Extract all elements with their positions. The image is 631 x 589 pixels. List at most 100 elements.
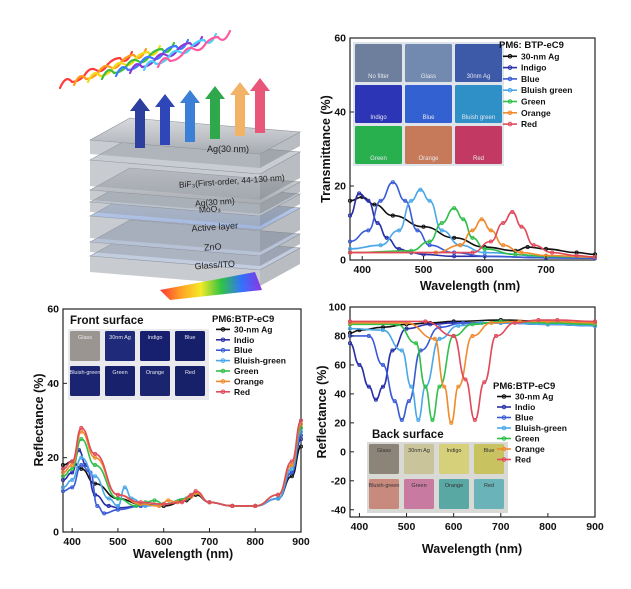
transmittance-ticks: 400 500 600 700 0 20 40 60 xyxy=(334,33,555,277)
series-line-30-nm-ag xyxy=(349,196,596,256)
back-x-label: Wavelength (nm) xyxy=(422,542,522,556)
series-point-30-nm-ag xyxy=(298,444,304,449)
series-point-blue xyxy=(399,417,404,423)
series-point-green xyxy=(439,220,444,226)
series-point-red xyxy=(536,317,541,323)
thumbnail-label: 30nm Ag xyxy=(467,74,491,80)
legend-marker xyxy=(501,394,507,399)
series-point-green xyxy=(413,341,419,346)
active-layer-slab-front xyxy=(90,216,260,252)
thumbnail-label: 30nm Ag xyxy=(408,448,430,454)
series-point-bluish-green xyxy=(347,246,353,251)
series-point-green xyxy=(437,384,442,389)
series-point-30-nm-ag xyxy=(79,466,84,471)
legend-marker xyxy=(501,404,507,410)
thumbnail-label: Bluish-green xyxy=(70,370,101,376)
series-point-orange xyxy=(92,455,98,460)
series-point-bluish-green xyxy=(380,328,386,333)
series-point-blue xyxy=(366,333,371,339)
series-point-bluish-green xyxy=(60,485,66,490)
arrow-head xyxy=(205,86,225,99)
legend-marker xyxy=(220,337,226,343)
moo3-slab-side xyxy=(260,194,300,226)
thumbnail-label: Blue xyxy=(483,448,494,454)
series-point-green xyxy=(513,252,518,257)
series-line-orange xyxy=(62,423,302,507)
x-tick-label: 600 xyxy=(476,264,494,276)
series-point-orange xyxy=(449,420,454,425)
series-point-orange xyxy=(456,384,461,389)
series-point-red xyxy=(574,253,579,258)
thumbnail-label: Green xyxy=(411,483,426,489)
series-point-red xyxy=(193,489,198,494)
series-point-blue xyxy=(95,503,100,509)
legend-marker xyxy=(501,425,507,431)
y-tick-label: -40 xyxy=(331,504,346,516)
bif3-slab-front xyxy=(90,160,260,200)
thumbnail-label: Glass xyxy=(78,335,92,341)
series-point-indigo xyxy=(347,213,353,218)
thumbnail-orange xyxy=(405,126,452,164)
series-point-red xyxy=(550,250,555,255)
series-point-indigo xyxy=(375,220,380,226)
series-point-red xyxy=(60,466,66,471)
layer-label-active: Active layer xyxy=(191,220,238,233)
legend-marker xyxy=(507,87,513,93)
legend-label-green: Green xyxy=(234,366,259,376)
series-point-30-nm-ag xyxy=(390,213,395,218)
series-point-indigo xyxy=(357,191,362,196)
series-point-red xyxy=(512,320,517,325)
incident-light-ray xyxy=(128,35,204,75)
legend-marker xyxy=(507,54,513,59)
layer-label-ag-top: Ag(30 nm) xyxy=(207,144,249,154)
ag-top-slab-front xyxy=(90,140,260,168)
legend-marker xyxy=(501,415,507,420)
series-point-indio xyxy=(357,362,362,367)
series-line-red xyxy=(62,419,302,507)
series-line-red xyxy=(350,211,596,258)
series-point-green xyxy=(134,503,139,509)
incident-light-ray xyxy=(86,44,162,84)
series-line-orange xyxy=(350,218,596,258)
back-reflectance-series xyxy=(347,317,598,425)
series-line-blue xyxy=(349,181,596,259)
series-point-orange xyxy=(470,333,475,339)
thumbnail-label: Orange xyxy=(445,483,463,489)
transmittance-x-label: Wavelength (nm) xyxy=(420,279,520,293)
legend-marker xyxy=(220,358,226,363)
layer-label-ag-bottom: Ag(30 nm) xyxy=(195,196,235,209)
y-tick-label: 0 xyxy=(340,255,346,267)
ag-bottom-slab-front xyxy=(90,190,260,214)
series-line-green xyxy=(349,207,596,258)
series-point-red xyxy=(161,502,166,507)
series-point-blue xyxy=(289,470,294,475)
front-x-label: Wavelength (nm) xyxy=(133,547,233,561)
series-point-30-nm-ag xyxy=(525,244,530,250)
thumbnail-glass xyxy=(70,331,100,361)
legend-label-bluish-green: Bluish-green xyxy=(234,356,286,366)
y-tick-label: 0 xyxy=(53,527,59,539)
transmittance-series xyxy=(347,180,598,261)
legend-marker xyxy=(507,110,513,116)
legend-label-orange: Orange xyxy=(521,108,551,118)
y-tick-label: 40 xyxy=(334,107,346,119)
series-point-green xyxy=(461,217,466,222)
x-tick-label: 400 xyxy=(351,521,369,533)
series-point-red xyxy=(423,319,428,324)
thumbnail-green xyxy=(355,126,402,164)
legend-marker xyxy=(501,446,507,452)
y-tick-label: 40 xyxy=(334,388,346,400)
series-point-green xyxy=(482,246,487,251)
series-point-30-nm-ag xyxy=(421,224,426,229)
series-point-indigo xyxy=(384,235,389,240)
arrow-shaft xyxy=(135,110,145,148)
series-point-green xyxy=(79,437,84,442)
series-point-red xyxy=(470,250,475,255)
zno-slab-front xyxy=(90,242,260,266)
series-point-bluish-green xyxy=(427,198,432,203)
legend-marker xyxy=(507,65,513,70)
legend-label-indio: Indio xyxy=(234,335,254,345)
layer-label-moo3: MoO₃ xyxy=(199,203,222,215)
incident-light-ray xyxy=(142,32,218,72)
